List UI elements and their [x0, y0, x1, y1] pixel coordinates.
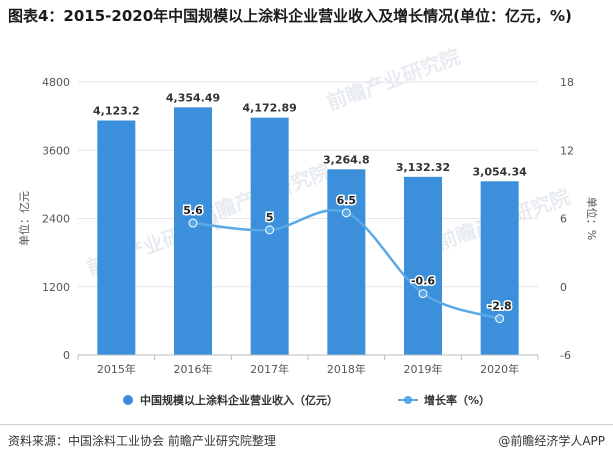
chart-title: 图表4：2015-2020年中国规模以上涂料企业营业收入及增长情况(单位：亿元，… [8, 7, 572, 25]
growth-point [418, 289, 428, 299]
legend: 中国规模以上涂料企业营业收入（亿元） 增长率（%） [123, 393, 490, 407]
line-series: 5.6 5 6.5 -0.6 -2.8 [182, 192, 513, 324]
bar [97, 120, 136, 355]
bar [327, 169, 366, 355]
growth-point [341, 208, 351, 218]
growth-data-label: 5 [266, 211, 274, 224]
y-axis-label: 单位：亿元 [17, 191, 31, 246]
axes: 0 1200 2400 3600 4800 -6 0 6 12 18 2015年 2016年 2017年… [17, 76, 599, 376]
growth-point [188, 218, 198, 228]
growth-data-label: -2.8 [488, 300, 512, 313]
bar [250, 117, 289, 356]
bar-data-label: 4,354.49 [166, 91, 220, 104]
y2-tick-label: 0 [560, 281, 567, 294]
growth-data-label: 5.6 [183, 204, 203, 217]
y-tick-label: 0 [63, 349, 70, 362]
bar [174, 107, 212, 355]
footer-divider [0, 424, 613, 425]
x-tick-label: 2020年 [480, 362, 519, 376]
watermark-text: 前瞻产业研究院 [324, 44, 464, 114]
y-tick-label: 3600 [42, 144, 70, 157]
x-tick-label: 2018年 [327, 362, 366, 376]
bar-data-label: 4,123.2 [93, 104, 140, 117]
y-tick-label: 4800 [42, 76, 70, 89]
y2-tick-label: 6 [560, 213, 567, 226]
y2-tick-label: -6 [560, 349, 571, 362]
bar-series [97, 107, 519, 356]
x-tick-label: 2019年 [404, 362, 443, 376]
bar-data-label: 4,172.89 [243, 102, 297, 115]
source-note: 资料来源：中国涂料工业协会 前瞻产业研究院整理 [8, 434, 276, 448]
bar-data-label: 3,264.8 [323, 153, 370, 166]
x-tick-label: 2017年 [250, 362, 289, 376]
y2-tick-label: 12 [560, 144, 574, 157]
combo-chart: 前瞻产业研究院前瞻产业研究院前瞻产业研究院前瞻产业研究院 4,123.24,35… [17, 44, 599, 407]
growth-point [495, 314, 505, 324]
y-tick-label: 2400 [42, 213, 70, 226]
grid-lines [78, 81, 538, 356]
bar-data-label: 3,054.34 [473, 165, 528, 178]
bar-data-label: 3,132.32 [396, 161, 450, 174]
credit-text: @前瞻经济学人APP [498, 434, 605, 448]
bar [404, 176, 442, 355]
x-tick-label: 2016年 [174, 362, 213, 376]
bar [480, 181, 519, 355]
legend-label-line: 增长率（%） [424, 393, 490, 407]
growth-point [265, 225, 275, 235]
growth-data-label: 6.5 [337, 194, 357, 207]
y-tick-label: 1200 [42, 281, 70, 294]
legend-marker-bar [123, 395, 133, 405]
y2-tick-label: 18 [560, 76, 574, 89]
bar-data-labels: 4,123.2 4,354.49 4,172.89 3,264.8 3,132.32 3,… [93, 91, 527, 178]
legend-label-bar: 中国规模以上涂料企业营业收入（亿元） [140, 393, 338, 407]
legend-marker-line-dot [404, 396, 412, 404]
y2-axis-label: 单位：% [585, 197, 599, 240]
x-tick-label: 2015年 [97, 362, 136, 376]
growth-data-label: -0.6 [411, 275, 435, 288]
